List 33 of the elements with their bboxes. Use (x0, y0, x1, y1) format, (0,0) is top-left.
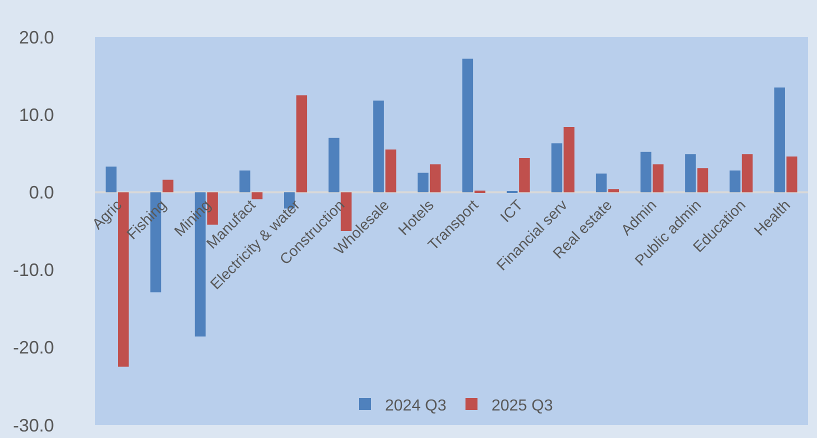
bar (774, 87, 785, 192)
bar (596, 174, 607, 192)
y-tick-label: -20.0 (12, 338, 54, 358)
bar (652, 164, 664, 192)
bar (296, 95, 308, 192)
y-tick-label: 10.0 (18, 104, 54, 125)
bar (697, 168, 708, 192)
bar (564, 127, 574, 192)
bar (519, 158, 530, 192)
bar (328, 138, 340, 192)
x-tick-label: ICT (497, 196, 526, 226)
y-tick-label: 0.0 (28, 182, 54, 202)
bar (685, 154, 696, 192)
bar (640, 152, 652, 192)
legend-label: 2024 Q3 (385, 397, 446, 414)
bar (608, 189, 619, 192)
legend-label: 2025 Q3 (491, 397, 553, 414)
y-tick-label: 20.0 (18, 27, 54, 48)
bar (385, 150, 396, 192)
bar (239, 170, 250, 192)
bar (742, 154, 753, 192)
bar (730, 170, 740, 192)
bar (162, 180, 174, 192)
bar (373, 100, 384, 192)
bar (418, 172, 428, 192)
bar (252, 192, 262, 200)
bar (462, 58, 474, 192)
bar (430, 164, 441, 192)
bar (551, 143, 562, 192)
y-tick-label: -30.0 (12, 415, 54, 436)
y-tick-label: -10.0 (12, 260, 54, 280)
bar (786, 156, 798, 192)
bar (106, 166, 117, 192)
